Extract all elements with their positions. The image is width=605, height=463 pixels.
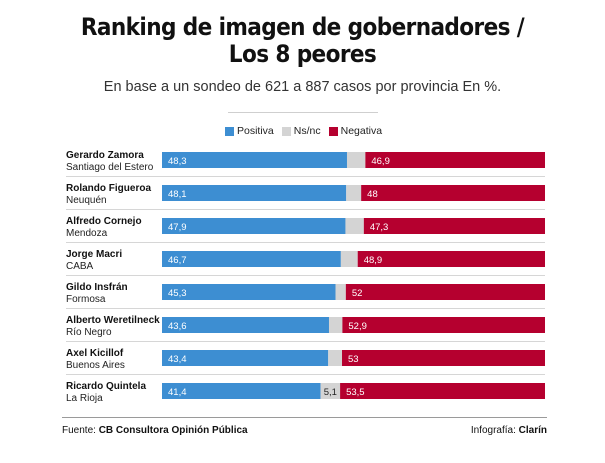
credit-note: Infografía: Clarín [471,425,547,436]
bar-segment-nsnc [340,251,358,267]
legend-item-nsnc: Ns/nc [281,125,321,137]
bar-segment-nsnc [346,152,366,168]
province-label: Río Negro [66,327,112,338]
governor-name-label: Alfredo Cornejo [66,216,142,227]
bar-segment-positiva [162,350,329,366]
province-label: La Rioja [66,393,103,404]
governor-name-label: Gerardo Zamora [66,150,144,161]
legend-item-negativa: Negativa [328,125,383,137]
data-label: 53,5 [346,387,365,398]
province-label: Buenos Aires [66,360,125,371]
data-label: 41,4 [168,387,187,398]
data-label: 48,1 [168,189,187,200]
bar-segment-negativa [361,185,545,201]
legend-swatch-nsnc [281,126,291,136]
bar-segment-positiva [162,317,329,333]
bar-segment-positiva [162,251,341,267]
province-label: Neuquén [66,195,107,206]
data-label: 48 [367,189,378,200]
title-line-2: Los 8 peores [228,40,377,68]
bar-segment-positiva [162,185,347,201]
data-label: 53 [348,354,359,365]
province-label: CABA [66,261,94,272]
bar-segment-positiva [162,383,321,399]
data-label: 46,9 [371,156,390,167]
bar-segment-nsnc [328,350,343,366]
bar-segment-nsnc [335,284,346,300]
governor-name-label: Jorge Macri [66,249,122,260]
data-label: 45,3 [168,288,187,299]
source-note: Fuente: CB Consultora Opinión Pública [62,425,248,436]
bar-segment-negativa [342,350,545,366]
governor-name-label: Alberto Weretilneck [66,315,160,326]
source-prefix: Fuente: [62,425,99,436]
bar-segment-nsnc [345,218,364,234]
legend-swatch-negativa [328,126,338,136]
data-label: 48,3 [168,156,187,167]
data-label: 52,9 [348,321,367,332]
bar-segment-negativa [365,152,545,168]
province-label: Formosa [66,294,106,305]
governor-name-label: Gildo Insfrán [66,282,128,293]
province-label: Mendoza [66,228,108,239]
data-label: 47,9 [168,222,187,233]
data-label: 43,6 [168,321,187,332]
bar-segment-positiva [162,152,347,168]
data-label: 46,7 [168,255,187,266]
bar-segment-nsnc [346,185,362,201]
governor-name-label: Rolando Figueroa [66,183,151,194]
title-line-1: Ranking de imagen de gobernadores / [80,13,525,41]
bar-segment-negativa [340,383,545,399]
data-label: 52 [352,288,363,299]
data-label: 5,1 [324,387,337,398]
legend-swatch-positiva [225,126,234,136]
governor-name-label: Ricardo Quintela [66,381,146,392]
credit-name: Clarín [518,425,547,436]
legend: Positiva Ns/nc Negativa [225,124,390,138]
bar-segment-positiva [162,218,346,234]
chart-subtitle: En base a un sondeo de 621 a 887 casos p… [103,79,502,95]
data-label: 43,4 [168,354,187,365]
chart-title: Ranking de imagen de gobernadores / Los … [0,14,605,68]
legend-label-positiva: Positiva [237,125,274,137]
bar-segment-positiva [162,284,336,300]
data-label: 48,9 [364,255,383,266]
legend-label-nsnc: Ns/nc [293,125,321,137]
province-label: Santiago del Estero [66,162,154,173]
data-label: 47,3 [370,222,389,233]
bar-segment-nsnc [320,383,341,399]
bar-segment-negativa [342,317,545,333]
title-divider [228,112,378,113]
bar-segment-nsnc [328,317,343,333]
legend-item-positiva: Positiva [225,125,274,137]
legend-label-negativa: Negativa [340,125,383,137]
bar-segment-negativa [345,284,545,300]
governor-name-label: Axel Kicillof [66,348,124,359]
source-name: CB Consultora Opinión Pública [98,425,248,436]
credit-prefix: Infografía: [470,425,519,436]
footer-divider [62,417,547,418]
bar-segment-negativa [363,218,545,234]
bar-segment-negativa [357,251,545,267]
